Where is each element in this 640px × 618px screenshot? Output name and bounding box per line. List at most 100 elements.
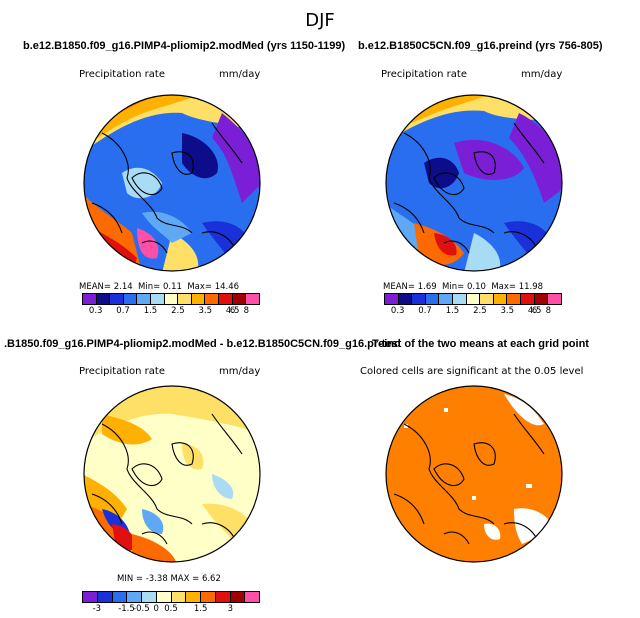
panel-2-colorbar-swatch [466, 294, 481, 304]
panel-1-mean-label: MEAN= [79, 282, 111, 292]
panel-1-colorbar-tick-label: 0.7 [116, 306, 130, 316]
panel-1-colorbar-swatch [123, 294, 138, 304]
panel-3-colorbar-tick-label: -0.5 [133, 604, 150, 614]
panel-4-title: T-test of the two means at each grid poi… [372, 338, 589, 350]
panel-2-stats: MEAN= 1.69 Min= 0.10 Max= 11.98 [383, 282, 543, 292]
panel-3-colorbar-swatch [230, 592, 246, 602]
panel-1-colorbar-tick-label: 1.5 [143, 306, 158, 316]
panel-3-colorbar-swatch [83, 592, 98, 602]
panel-2-colorbar-tick-label: 4.5 [527, 306, 542, 316]
panel-1-title: b.e12.B1850.f09_g16.PIMP4-pliomip2.modMe… [23, 40, 346, 52]
panel-4-note: Colored cells are significant at the 0.0… [360, 366, 584, 377]
panel-1-colorbar-tick-label: 6 [229, 306, 236, 316]
panel-3-colorbar-swatch [97, 592, 113, 602]
panel-2-colorbar-swatch [412, 294, 426, 304]
panel-3-max-value: 6.62 [201, 574, 221, 584]
panel-2-colorbar-swatch [521, 294, 535, 304]
panel-2-colorbar-swatch [507, 294, 522, 304]
panel-3-colorbar-ticks: -3 -1.5 -0.5 0 0.5 1.5 3 [82, 604, 258, 616]
panel-1-colorbar-swatch [205, 294, 220, 304]
panel-2-colorbar-tick-label: 8 [545, 306, 551, 316]
panel-1-min-label: Min= [138, 282, 161, 292]
panel-3-colorbar-tick-label: 1.5 [193, 604, 208, 614]
panel-1-colorbar-tick-label: 3.5 [198, 306, 212, 316]
panel-2-mean-value: 1.69 [417, 282, 437, 292]
panel-2-colorbar-tick-label: 0.7 [418, 306, 432, 316]
panel-2-colorbar-swatch [398, 294, 413, 304]
panel-3-stats: MIN = -3.38 MAX = 6.62 [117, 574, 221, 584]
panel-3-colorbar-swatch [171, 592, 187, 602]
panel-3-colorbar-swatch [245, 592, 259, 602]
panel-3-colorbar-swatch [112, 592, 128, 602]
panel-1-colorbar-swatch [246, 294, 259, 304]
panel-3-units: mm/day [219, 366, 261, 377]
panel-1-colorbar-swatch [96, 294, 111, 304]
panel-2-colorbar-swatch [385, 294, 399, 304]
panel-3-colorbar-swatch [215, 592, 231, 602]
panel-2-colorbar-swatch [534, 294, 549, 304]
panel-1-map [83, 94, 261, 272]
panel-1-colorbar-swatch [232, 294, 247, 304]
panel-2-units: mm/day [521, 69, 563, 80]
panel-1-colorbar-tick-label: 4.5 [225, 306, 240, 316]
panel-2-map [385, 94, 563, 272]
panel-1-units: mm/day [219, 69, 261, 80]
panel-2-colorbar-swatch [453, 294, 467, 304]
panel-1-colorbar-swatch [110, 294, 124, 304]
panel-1-max-value: 14.46 [214, 282, 240, 292]
panel-1-variable: Precipitation rate [79, 69, 165, 80]
panel-2-colorbar-swatch [480, 294, 494, 304]
panel-3-colorbar-swatch [186, 592, 201, 602]
panel-2-min-value: 0.10 [466, 282, 486, 292]
panel-4-map [385, 385, 563, 563]
panel-2-colorbar-swatch [425, 294, 440, 304]
panel-2-colorbar-tick-label: 0.3 [390, 306, 405, 316]
panel-1-colorbar-swatch [83, 294, 97, 304]
panel-1-colorbar-swatch [178, 294, 192, 304]
panel-2-mean-label: MEAN= [383, 282, 415, 292]
panel-3-colorbar-tick-label: 3 [227, 604, 234, 614]
panel-3-colorbar [82, 591, 260, 603]
panel-2-max-label: Max= [491, 282, 517, 292]
panel-3-min-label: MIN = [117, 574, 144, 584]
panel-2-colorbar-tick-label: 6 [531, 306, 538, 316]
panel-1-colorbar-tick-label: 8 [243, 306, 249, 316]
panel-2-colorbar [384, 293, 562, 305]
panel-1-colorbar [82, 293, 260, 305]
panel-3-title: .B1850.f09_g16.PIMP4-pliomip2.modMed - b… [4, 338, 401, 350]
panel-1-colorbar-tick-label: 2.5 [171, 306, 185, 316]
panel-1-mean-value: 2.14 [113, 282, 133, 292]
panel-2-colorbar-swatch [439, 294, 454, 304]
panel-3-colorbar-tick-label: -1.5 [118, 604, 135, 614]
panel-3-colorbar-swatch [127, 592, 142, 602]
panel-1-min-value: 0.11 [162, 282, 182, 292]
panel-1-stats: MEAN= 2.14 Min= 0.11 Max= 14.46 [79, 282, 239, 292]
season-title: DJF [305, 10, 335, 31]
panel-1-colorbar-tick-label: 0.3 [88, 306, 103, 316]
panel-1-colorbar-ticks: 0.3 0.7 1.5 2.5 3.5 4.5 6 8 [82, 306, 258, 318]
panel-3-max-label: MAX = [170, 574, 200, 584]
panel-2-colorbar-tick-label: 1.5 [445, 306, 460, 316]
panel-2-min-label: Min= [442, 282, 465, 292]
panel-2-max-value: 11.98 [518, 282, 544, 292]
panel-3-map [83, 385, 261, 563]
panel-3-colorbar-swatch [201, 592, 216, 602]
panel-1-colorbar-swatch [164, 294, 179, 304]
panel-3-colorbar-tick-label: 0 [153, 604, 159, 614]
panel-2-colorbar-tick-label: 2.5 [473, 306, 487, 316]
panel-3-colorbar-swatch [156, 592, 172, 602]
panel-3-colorbar-swatch [142, 592, 157, 602]
panel-3-min-value: -3.38 [145, 574, 168, 584]
panel-2-variable: Precipitation rate [381, 69, 467, 80]
panel-1-colorbar-swatch [137, 294, 152, 304]
panel-3-colorbar-tick-label: 0.5 [164, 604, 178, 614]
panel-1-colorbar-swatch [219, 294, 233, 304]
panel-3-colorbar-tick-label: -3 [92, 604, 102, 614]
panel-2-colorbar-swatch [548, 294, 561, 304]
panel-2-colorbar-ticks: 0.3 0.7 1.5 2.5 3.5 4.5 6 8 [384, 306, 560, 318]
panel-3-variable: Precipitation rate [79, 366, 165, 377]
panel-1-max-label: Max= [187, 282, 213, 292]
panel-2-colorbar-swatch [493, 294, 508, 304]
panel-1-colorbar-swatch [151, 294, 165, 304]
panel-2-title: b.e12.B1850C5CN.f09_g16.preind (yrs 756-… [358, 40, 603, 52]
